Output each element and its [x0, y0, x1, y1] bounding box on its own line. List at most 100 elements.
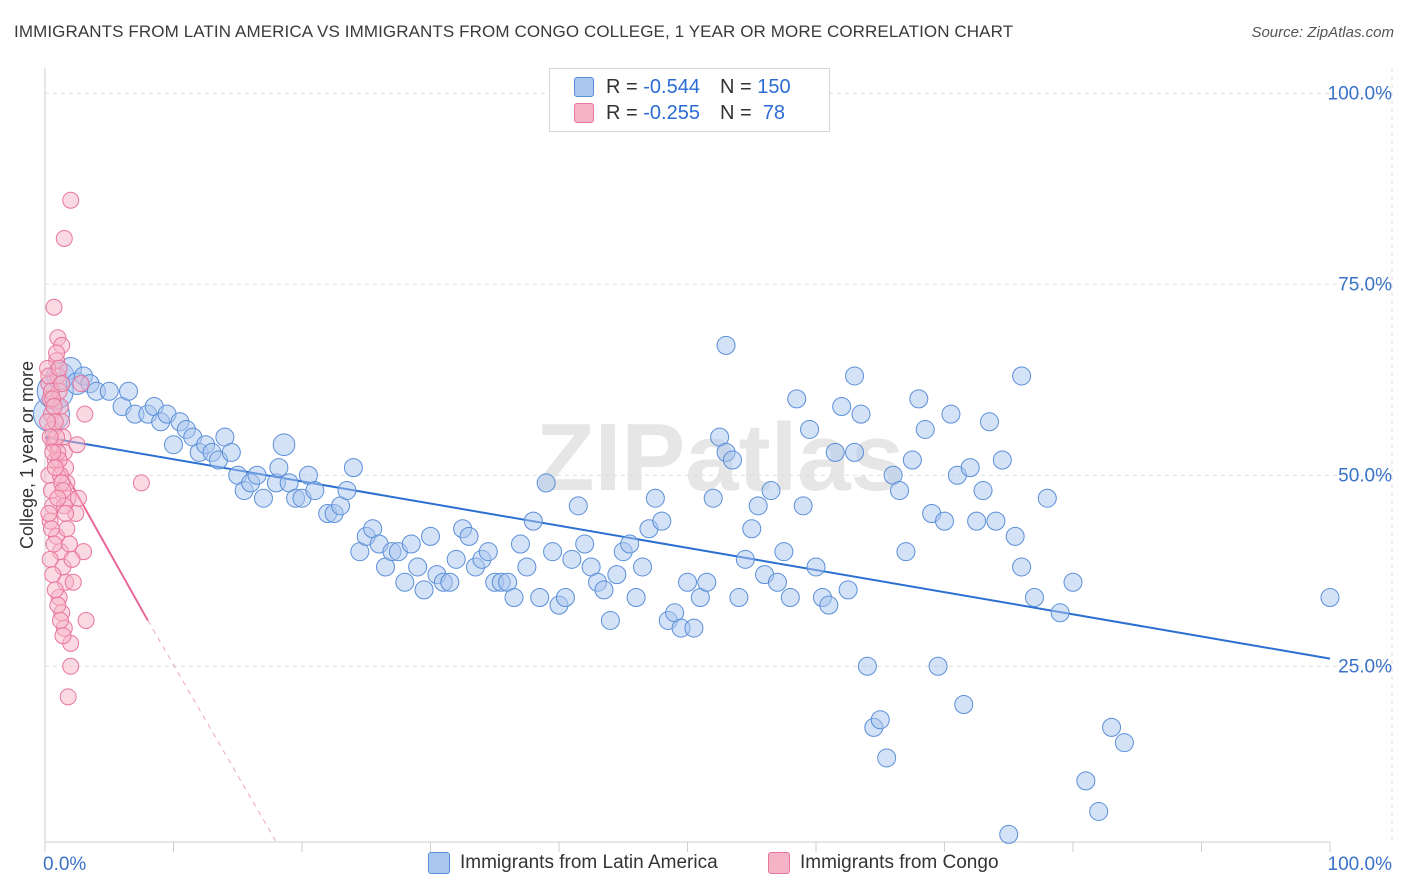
chart-title: IMMIGRANTS FROM LATIN AMERICA VS IMMIGRA… [14, 22, 1014, 41]
legend-r-label: R = [606, 101, 644, 124]
point-latin-america [845, 442, 865, 462]
y-tick-label: 100.0% [1328, 83, 1393, 104]
point-latin-america [645, 488, 665, 508]
point-latin-america [761, 481, 781, 501]
point-latin-america [806, 557, 826, 577]
point-congo [53, 375, 71, 393]
point-latin-america [504, 588, 524, 608]
point-congo [58, 520, 76, 538]
point-latin-america [780, 588, 800, 608]
point-latin-america [575, 534, 595, 554]
point-congo [77, 611, 95, 629]
point-congo [44, 443, 62, 461]
point-latin-america [774, 542, 794, 562]
point-latin-america [164, 435, 183, 455]
point-congo [46, 459, 64, 477]
source-label: Source: ZipAtlas.com [1251, 24, 1394, 41]
point-latin-america [562, 549, 582, 569]
point-latin-america [1037, 488, 1057, 508]
point-congo [62, 191, 80, 209]
point-latin-america [459, 526, 479, 546]
point-latin-america [530, 588, 550, 608]
point-latin-america [253, 488, 273, 508]
point-latin-america [523, 511, 543, 531]
y-tick-label: 50.0% [1338, 465, 1392, 486]
point-congo [40, 504, 58, 522]
legend-n-value: 78 [757, 101, 786, 124]
point-latin-america [902, 450, 922, 470]
point-latin-america [960, 458, 980, 478]
point-latin-america [941, 404, 961, 424]
point-latin-america [421, 526, 440, 546]
point-latin-america [594, 580, 614, 600]
point-latin-america [478, 542, 498, 562]
x-tick-label: 0.0% [43, 854, 86, 875]
point-latin-america [119, 381, 139, 401]
point-congo [62, 657, 80, 675]
trend-line-congo-extension [147, 620, 277, 843]
point-latin-america [568, 496, 588, 516]
point-latin-america [1024, 588, 1044, 608]
point-latin-america [1114, 733, 1134, 753]
point-latin-america [845, 366, 865, 386]
point-congo [60, 535, 78, 553]
point-latin-america [967, 511, 987, 531]
point-latin-america [742, 519, 762, 539]
point-latin-america [851, 404, 871, 424]
point-latin-america [735, 549, 755, 569]
point-congo [55, 229, 73, 247]
point-congo [48, 344, 66, 362]
point-latin-america [787, 389, 807, 409]
point-latin-america [620, 534, 640, 554]
point-congo [51, 611, 69, 629]
correlation-legend: R = -0.544 N = 150 R = -0.255 N = 78 [549, 68, 830, 132]
legend-n-label: N = [719, 101, 758, 124]
point-latin-america [800, 419, 820, 439]
point-congo [49, 596, 67, 614]
point-latin-america [890, 481, 910, 501]
point-latin-america [722, 450, 742, 470]
point-latin-america [343, 458, 363, 478]
point-latin-america [414, 580, 434, 600]
point-latin-america [1005, 526, 1025, 546]
bottom-legend-label: Immigrants from Congo [800, 852, 999, 873]
point-latin-america [986, 511, 1006, 531]
point-latin-america [1012, 557, 1032, 577]
point-latin-america [1012, 366, 1032, 386]
point-latin-america [543, 542, 563, 562]
point-latin-america [305, 481, 325, 501]
point-latin-america [1320, 588, 1340, 608]
point-latin-america [870, 710, 890, 730]
point-latin-america [1089, 801, 1109, 821]
legend-row-latin-america: R = -0.544 N = 150 [574, 74, 791, 100]
point-latin-america [729, 588, 749, 608]
point-latin-america [269, 458, 289, 478]
point-latin-america [517, 557, 537, 577]
point-latin-america [909, 389, 929, 409]
legend-r-value: -0.544 [643, 75, 700, 98]
point-latin-america [793, 496, 813, 516]
point-latin-america [678, 572, 697, 592]
point-congo [76, 405, 94, 423]
point-latin-america [536, 473, 556, 493]
point-latin-america [408, 557, 428, 577]
point-latin-america [684, 618, 704, 638]
data-points [32, 191, 1340, 844]
point-congo [54, 627, 72, 645]
point-latin-america [401, 534, 421, 554]
point-congo [49, 489, 67, 507]
legend-row-congo: R = -0.255 N = 78 [574, 100, 785, 126]
point-latin-america [915, 419, 935, 439]
point-latin-america [510, 534, 530, 554]
legend-n-value: 150 [757, 75, 791, 98]
point-latin-america [446, 549, 466, 569]
point-congo [46, 581, 64, 599]
point-latin-america [928, 656, 948, 676]
legend-n-label: N = [719, 75, 758, 98]
point-latin-america [99, 381, 119, 401]
point-congo [42, 520, 60, 538]
point-congo [50, 359, 68, 377]
point-latin-america [440, 572, 460, 592]
y-tick-label: 75.0% [1338, 274, 1392, 295]
